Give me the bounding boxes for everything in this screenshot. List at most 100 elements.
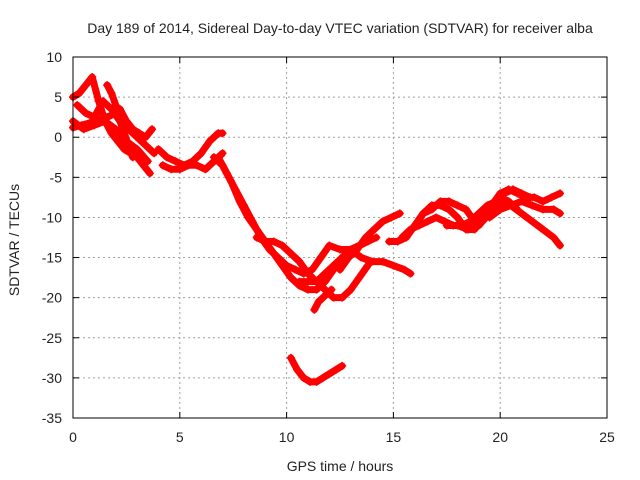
data-point-plus bbox=[218, 129, 227, 138]
data-point-plus bbox=[556, 241, 565, 250]
data-point-plus bbox=[378, 217, 387, 226]
data-point-plus bbox=[323, 289, 332, 298]
data-point-plus bbox=[303, 269, 312, 278]
data-point-plus bbox=[462, 205, 471, 214]
data-point-plus bbox=[122, 137, 131, 146]
data-point-plus bbox=[393, 237, 402, 246]
data-point-plus bbox=[464, 225, 473, 234]
data-point-plus bbox=[128, 153, 137, 162]
data-point-plus bbox=[162, 153, 171, 162]
x-axis-label: GPS time / hours bbox=[287, 458, 394, 474]
data-point-plus bbox=[286, 273, 295, 282]
data-point-plus bbox=[81, 81, 90, 90]
y-tick-label: 10 bbox=[46, 49, 62, 65]
data-point-plus bbox=[389, 261, 398, 270]
data-point-plus bbox=[192, 161, 201, 170]
data-point-plus bbox=[227, 177, 236, 186]
data-point-plus bbox=[538, 205, 547, 214]
data-point-plus bbox=[252, 225, 261, 234]
data-point-plus bbox=[370, 225, 379, 234]
x-tick-label: 15 bbox=[386, 429, 402, 445]
y-tick-label: -15 bbox=[42, 250, 62, 266]
data-point-plus bbox=[278, 241, 287, 250]
data-point-plus bbox=[346, 285, 355, 294]
y-tick-label: -10 bbox=[42, 209, 62, 225]
series-track-11 bbox=[252, 233, 372, 302]
data-point-plus bbox=[286, 249, 295, 258]
data-point-plus bbox=[329, 293, 338, 302]
data-point-plus bbox=[88, 73, 97, 82]
data-point-plus bbox=[547, 193, 556, 202]
data-point-plus bbox=[400, 265, 409, 274]
data-point-plus bbox=[261, 237, 270, 246]
data-point-plus bbox=[244, 213, 253, 222]
data-point-plus bbox=[378, 257, 387, 266]
series-track-14 bbox=[336, 209, 404, 274]
data-point-plus bbox=[538, 197, 547, 206]
data-point-plus bbox=[321, 277, 330, 286]
data-point-plus bbox=[387, 213, 396, 222]
data-point-plus bbox=[556, 209, 565, 218]
data-point-plus bbox=[353, 245, 362, 254]
data-point-plus bbox=[436, 197, 445, 206]
data-point-plus bbox=[312, 277, 321, 286]
x-tick-label: 20 bbox=[492, 429, 508, 445]
data-point-plus bbox=[395, 209, 404, 218]
y-tick-label: -35 bbox=[42, 410, 62, 426]
data-point-plus bbox=[128, 125, 137, 134]
data-point-plus bbox=[286, 353, 295, 362]
data-point-plus bbox=[148, 125, 157, 134]
plot-frame bbox=[72, 56, 608, 419]
data-point-plus bbox=[303, 277, 312, 286]
data-point-plus bbox=[143, 157, 152, 166]
axis-ticks: 0 5 10 15 20 25 10 5 0 -5 -10 -15 -20 -25 -30 -35 bbox=[42, 49, 615, 445]
data-point-plus bbox=[184, 161, 193, 170]
data-point-plus bbox=[427, 205, 436, 214]
data-point-plus bbox=[485, 213, 494, 222]
data-point-plus bbox=[90, 113, 99, 122]
y-tick-label: -30 bbox=[42, 370, 62, 386]
data-point-plus bbox=[90, 121, 99, 130]
data-point-plus bbox=[316, 253, 325, 262]
data-point-plus bbox=[98, 97, 107, 106]
data-point-plus bbox=[538, 225, 547, 234]
data-point-plus bbox=[321, 269, 330, 278]
data-point-plus bbox=[361, 233, 370, 242]
data-point-plus bbox=[135, 129, 144, 138]
data-point-plus bbox=[278, 261, 287, 270]
series-track-20 bbox=[286, 353, 347, 386]
data-point-plus bbox=[444, 205, 453, 214]
x-tick-label: 5 bbox=[176, 429, 184, 445]
data-point-plus bbox=[496, 205, 505, 214]
data-point-plus bbox=[556, 189, 565, 198]
data-point-plus bbox=[150, 149, 159, 158]
data-point-plus bbox=[327, 285, 336, 294]
data-point-plus bbox=[504, 185, 513, 194]
data-point-plus bbox=[318, 373, 327, 382]
data-point-plus bbox=[81, 109, 90, 118]
data-point-plus bbox=[122, 117, 131, 126]
data-point-plus bbox=[517, 209, 526, 218]
data-point-plus bbox=[363, 261, 372, 270]
data-point-plus bbox=[530, 193, 539, 202]
data-point-plus bbox=[107, 129, 116, 138]
data-point-plus bbox=[325, 369, 334, 378]
data-point-plus bbox=[252, 233, 261, 242]
data-point-plus bbox=[218, 149, 227, 158]
y-tick-label: -20 bbox=[42, 290, 62, 306]
data-point-plus bbox=[397, 233, 406, 242]
data-point-plus bbox=[141, 133, 150, 142]
y-axis-label: SDTVAR / TECUs bbox=[6, 184, 22, 296]
data-point-plus bbox=[517, 197, 526, 206]
data-point-plus bbox=[197, 149, 206, 158]
series-track-13 bbox=[310, 285, 336, 314]
data-point-plus bbox=[111, 125, 120, 134]
data-point-plus bbox=[218, 161, 227, 170]
data-point-plus bbox=[269, 237, 278, 246]
data-point-plus bbox=[338, 361, 347, 370]
data-point-plus bbox=[312, 377, 321, 386]
data-point-plus bbox=[141, 141, 150, 150]
data-point-plus bbox=[103, 81, 112, 90]
y-tick-label: 0 bbox=[54, 129, 62, 145]
